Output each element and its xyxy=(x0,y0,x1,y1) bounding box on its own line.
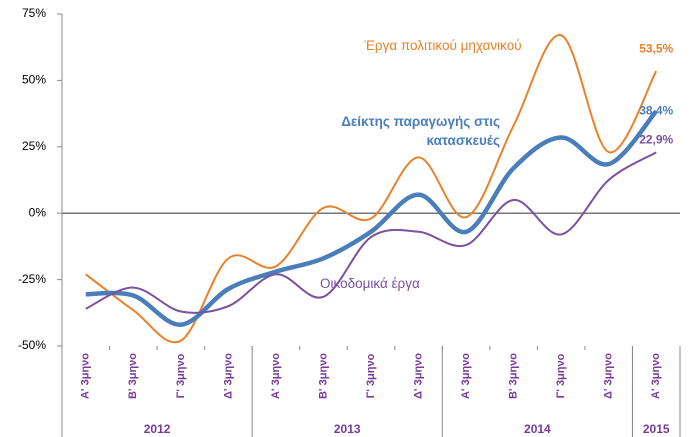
series-name-text: Έργα πολιτικού μηχανικού xyxy=(364,38,522,53)
x-tick-label: Α' 3μηνο xyxy=(80,353,92,399)
series-line xyxy=(85,151,657,314)
x-tick-label: Β' 3μηνο xyxy=(317,353,329,399)
x-tick-label: Α' 3μηνο xyxy=(650,353,662,399)
group-label: 2013 xyxy=(334,422,361,436)
series-name-text: Οικοδομικά έργα xyxy=(320,276,420,291)
series-name: Δείκτης παραγωγής στις κατασκευές xyxy=(341,114,500,148)
group-label: 2015 xyxy=(643,422,670,436)
x-tick-label: Γ' 3μηνο xyxy=(555,353,567,398)
x-tick-label: Α' 3μηνο xyxy=(460,353,472,399)
x-tick-label: Δ' 3μηνο xyxy=(603,353,615,399)
x-tick-label: Γ' 3μηνο xyxy=(365,353,377,398)
series-name: Οικοδομικά έργα xyxy=(320,276,420,291)
series-line xyxy=(85,34,658,344)
value-label: 53,5% xyxy=(639,41,673,55)
series-name: Έργα πολιτικού μηχανικού xyxy=(364,38,522,53)
group-label: 2012 xyxy=(144,422,171,436)
series-name-text: Δείκτης παραγωγής στις κατασκευές xyxy=(341,114,500,148)
x-tick-label: Δ' 3μηνο xyxy=(222,353,234,399)
y-tick-label: 50% xyxy=(22,73,46,87)
x-tick-label: Γ' 3μηνο xyxy=(175,353,187,398)
x-tick-label: Α' 3μηνο xyxy=(270,353,282,399)
y-tick-label: 75% xyxy=(22,6,46,20)
y-tick-label: 25% xyxy=(22,139,46,153)
y-tick-label: -50% xyxy=(18,338,46,352)
group-label: 2014 xyxy=(524,422,551,436)
y-tick-label: -25% xyxy=(18,272,46,286)
x-tick-label: Β' 3μηνο xyxy=(508,353,520,399)
series-line xyxy=(85,109,658,328)
x-tick-label: Δ' 3μηνο xyxy=(412,353,424,399)
value-label: 22,9% xyxy=(639,133,673,147)
y-tick-label: 0% xyxy=(29,205,47,219)
value-label: 38,4% xyxy=(639,103,673,117)
x-tick-label: Β' 3μηνο xyxy=(127,353,139,399)
